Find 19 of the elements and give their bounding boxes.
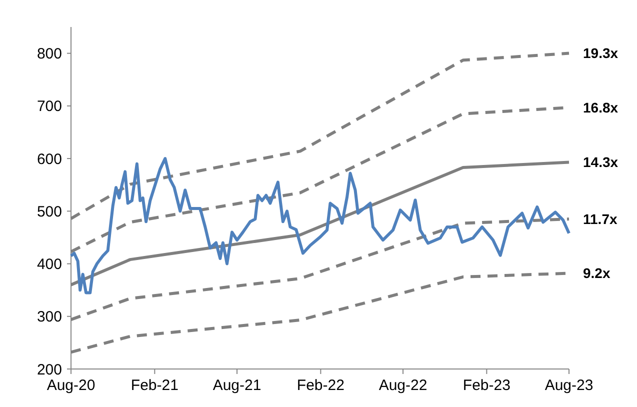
x-tick-label: Aug-20 xyxy=(46,377,96,394)
y-tick-label: 300 xyxy=(36,308,62,326)
series-label: 11.7x xyxy=(583,210,618,227)
x-tick-label: Aug-22 xyxy=(378,377,428,394)
y-tick-label: 500 xyxy=(36,203,62,220)
x-tick-label: Aug-23 xyxy=(544,377,594,394)
y-tick-label: 600 xyxy=(36,150,62,168)
y-tick-label: 400 xyxy=(36,256,62,274)
y-tick-label: 800 xyxy=(36,46,62,63)
y-tick-label: 700 xyxy=(36,98,62,116)
series-label: 9.2x xyxy=(583,265,610,282)
y-tick-label: 200 xyxy=(36,361,62,378)
series-label: 16.8x xyxy=(583,99,618,116)
x-tick-label: Feb-22 xyxy=(296,377,344,394)
series-label: 19.3x xyxy=(583,45,618,62)
x-tick-label: Aug-21 xyxy=(212,377,262,394)
x-tick-label: Feb-21 xyxy=(130,377,178,394)
series-label: 14.3x xyxy=(583,154,618,170)
x-tick-label: Feb-23 xyxy=(462,377,510,394)
